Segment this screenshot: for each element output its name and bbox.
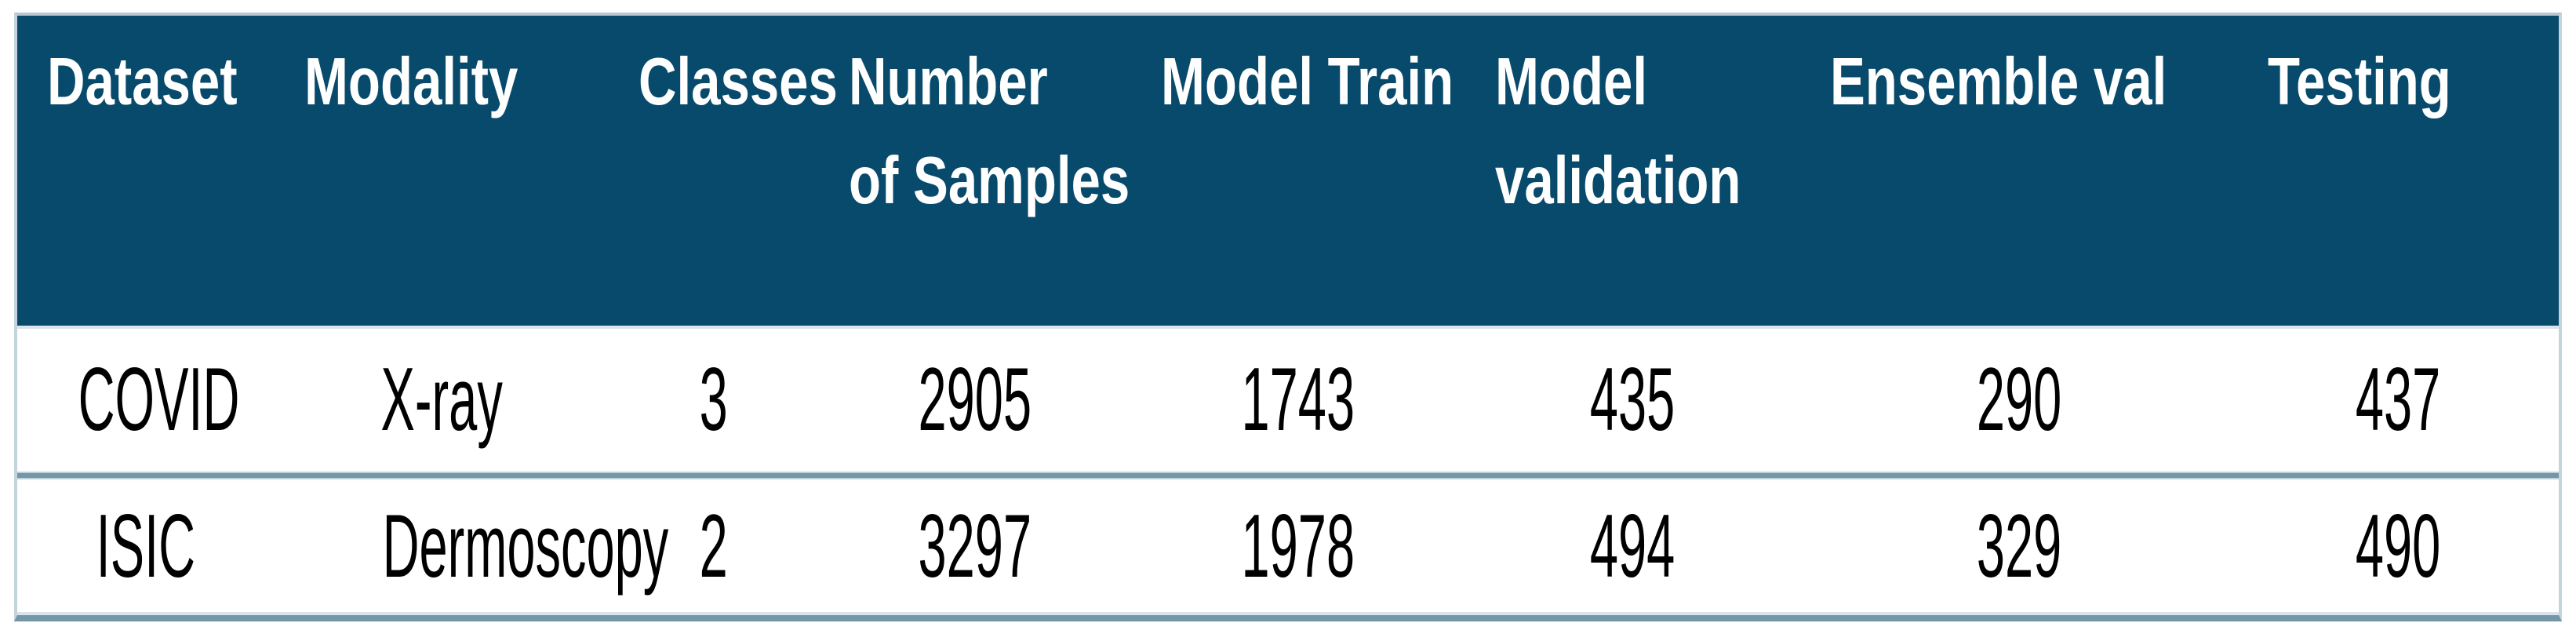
dataset-splits-table: Dataset Modality Classes Number of Sampl… — [14, 13, 2562, 621]
col-header-model-train-line1: Model Train — [1161, 45, 1454, 119]
col-header-number-of-samples-line1: Number — [849, 45, 1048, 119]
cell-covid-dataset-text: COVID — [78, 350, 240, 450]
cell-covid-testing: 437 — [2238, 327, 2559, 471]
col-header-testing-line1: Testing — [2268, 45, 2451, 119]
col-header-modality: Modality — [275, 16, 609, 329]
cell-isic-modality-text: Dermoscopy — [382, 496, 669, 596]
col-header-classes-line1: Classes — [639, 45, 838, 119]
col-header-dataset: Dataset — [17, 16, 275, 329]
table-row-covid: COVID X-ray 3 2905 1743 435 290 437 — [17, 327, 2559, 471]
cell-covid-model-train: 1743 — [1131, 327, 1465, 471]
cell-covid-testing-text: 437 — [2356, 350, 2441, 450]
col-header-testing: Testing — [2238, 16, 2559, 329]
cell-isic-model-validation-text: 494 — [1590, 496, 1675, 596]
cell-covid-ensemble-val: 290 — [1800, 327, 2238, 471]
col-header-number-of-samples-line2: of Samples — [849, 144, 1130, 218]
cell-covid-classes-text: 3 — [699, 350, 729, 450]
cell-covid-modality-text: X-ray — [380, 350, 503, 450]
table: Dataset Modality Classes Number of Sampl… — [17, 16, 2559, 615]
cell-covid-modality: X-ray — [275, 327, 609, 471]
col-header-ensemble-val: Ensemble val — [1800, 16, 2238, 329]
cell-isic-dataset: ISIC — [17, 480, 275, 615]
cell-covid-ensemble-val-text: 290 — [1976, 350, 2062, 450]
cell-covid-model-validation-text: 435 — [1590, 350, 1675, 450]
cell-isic-dataset-text: ISIC — [96, 496, 196, 596]
cell-covid-number-of-samples-text: 2905 — [918, 350, 1032, 450]
col-header-classes: Classes — [609, 16, 838, 329]
cell-isic-classes: 2 — [609, 480, 819, 615]
cell-isic-number-of-samples-text: 3297 — [918, 496, 1032, 596]
cell-isic-model-train: 1978 — [1131, 480, 1465, 615]
cell-isic-testing-text: 490 — [2356, 496, 2441, 596]
cell-covid-number-of-samples: 2905 — [819, 327, 1131, 471]
cell-isic-ensemble-val-text: 329 — [1976, 496, 2062, 596]
row-separator-line — [17, 471, 2559, 480]
header-row: Dataset Modality Classes Number of Sampl… — [17, 16, 2559, 329]
cell-isic-classes-text: 2 — [699, 496, 729, 596]
cell-isic-model-train-text: 1978 — [1241, 496, 1355, 596]
col-header-dataset-line1: Dataset — [47, 45, 238, 119]
col-header-model-validation-line1: Model — [1495, 45, 1647, 119]
cell-covid-dataset: COVID — [17, 327, 275, 471]
cell-covid-classes: 3 — [609, 327, 819, 471]
cell-covid-model-validation: 435 — [1465, 327, 1800, 471]
col-header-model-train: Model Train — [1131, 16, 1465, 329]
col-header-model-validation-line2: validation — [1495, 144, 1741, 218]
col-header-number-of-samples: Number of Samples — [819, 16, 1131, 329]
table-row-isic: ISIC Dermoscopy 2 3297 1978 494 329 490 — [17, 480, 2559, 615]
col-header-ensemble-val-line1: Ensemble val — [1830, 45, 2167, 119]
cell-isic-modality: Dermoscopy — [275, 480, 668, 615]
cell-covid-model-train-text: 1743 — [1241, 350, 1355, 450]
cell-isic-model-validation: 494 — [1465, 480, 1800, 615]
cell-isic-number-of-samples: 3297 — [819, 480, 1131, 615]
col-header-modality-line1: Modality — [304, 45, 518, 119]
row-separator — [17, 471, 2559, 480]
col-header-model-validation: Model validation — [1465, 16, 1800, 329]
cell-isic-testing: 490 — [2238, 480, 2559, 615]
cell-isic-ensemble-val: 329 — [1800, 480, 2238, 615]
